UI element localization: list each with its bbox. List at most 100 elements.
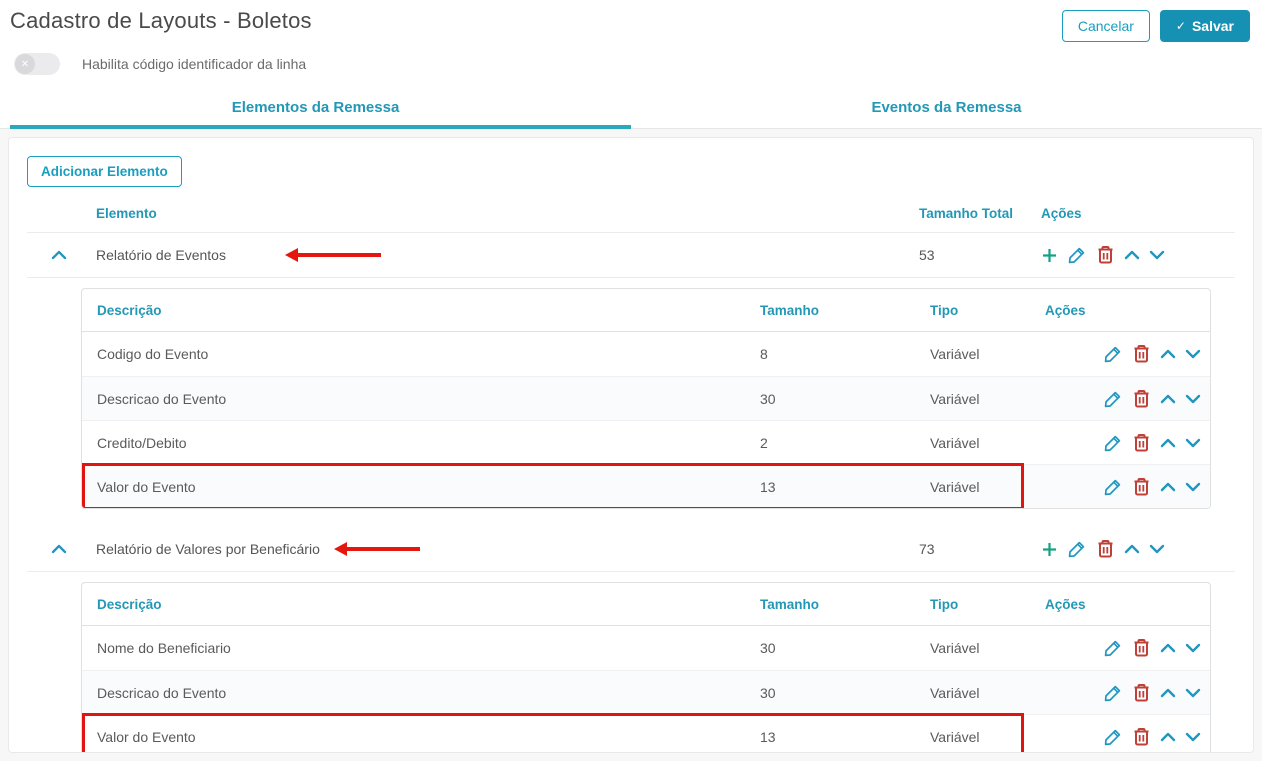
trash-icon[interactable] bbox=[1096, 245, 1115, 265]
chevron-down-icon[interactable] bbox=[1185, 688, 1201, 698]
table-row: Valor do Evento 13 Variável bbox=[82, 713, 1210, 752]
chevron-down-icon[interactable] bbox=[1185, 732, 1201, 742]
col-header-acoes: Ações bbox=[1045, 596, 1086, 612]
chevron-down-icon[interactable] bbox=[1185, 394, 1201, 404]
trash-icon[interactable] bbox=[1132, 389, 1151, 409]
chevron-up-icon[interactable] bbox=[1160, 438, 1176, 448]
chevron-up-icon[interactable] bbox=[1160, 349, 1176, 359]
top-bar: Cadastro de Layouts - Boletos Cancelar ✓… bbox=[0, 0, 1262, 42]
group-name: Relatório de Valores por Beneficário bbox=[96, 541, 320, 557]
trash-icon[interactable] bbox=[1132, 727, 1151, 747]
row-actions bbox=[1045, 727, 1210, 747]
item-tipo: Variável bbox=[930, 390, 980, 407]
item-descricao: Credito/Debito bbox=[97, 434, 187, 451]
col-header-tipo: Tipo bbox=[930, 302, 959, 318]
item-tipo: Variável bbox=[930, 684, 980, 701]
nested-table-relatorio-de-eventos: Descrição Tamanho Tipo Ações Codigo do E… bbox=[81, 288, 1211, 509]
pencil-icon[interactable] bbox=[1103, 477, 1123, 497]
col-header-tipo: Tipo bbox=[930, 596, 959, 612]
item-descricao: Valor do Evento bbox=[97, 478, 196, 495]
row-actions bbox=[1045, 477, 1210, 497]
collapse-chevron-up-icon[interactable] bbox=[51, 544, 67, 555]
plus-icon[interactable] bbox=[1041, 247, 1058, 264]
group-tamanho-total: 53 bbox=[919, 247, 935, 263]
group-row-relatorio-de-eventos: Relatório de Eventos 53 bbox=[27, 233, 1235, 278]
pencil-icon[interactable] bbox=[1067, 245, 1087, 265]
pencil-icon[interactable] bbox=[1103, 344, 1123, 364]
chevron-up-icon[interactable] bbox=[1160, 394, 1176, 404]
trash-icon[interactable] bbox=[1096, 539, 1115, 559]
pencil-icon[interactable] bbox=[1103, 683, 1123, 703]
item-tamanho: 30 bbox=[760, 684, 776, 701]
row-actions bbox=[1045, 683, 1210, 703]
item-tamanho: 30 bbox=[760, 390, 776, 407]
toggle-row: ✕ Habilita código identificador da linha bbox=[14, 53, 1262, 75]
chevron-up-icon[interactable] bbox=[1160, 482, 1176, 492]
item-tamanho: 13 bbox=[760, 478, 776, 495]
toggle-off-icon: ✕ bbox=[15, 54, 35, 74]
trash-icon[interactable] bbox=[1132, 433, 1151, 453]
table-row: Descricao do Evento 30 Variável bbox=[82, 376, 1210, 420]
item-tamanho: 13 bbox=[760, 728, 776, 745]
pencil-icon[interactable] bbox=[1103, 638, 1123, 658]
row-actions bbox=[1045, 433, 1210, 453]
trash-icon[interactable] bbox=[1132, 683, 1151, 703]
tab-elementos-da-remessa[interactable]: Elementos da Remessa bbox=[0, 90, 631, 129]
trash-icon[interactable] bbox=[1132, 477, 1151, 497]
chevron-up-icon[interactable] bbox=[1160, 688, 1176, 698]
col-header-tamanho: Tamanho bbox=[760, 302, 820, 318]
pencil-icon[interactable] bbox=[1103, 433, 1123, 453]
collapse-chevron-up-icon[interactable] bbox=[51, 250, 67, 261]
check-icon: ✓ bbox=[1175, 19, 1186, 33]
red-arrow-left-icon bbox=[334, 542, 420, 556]
plus-icon[interactable] bbox=[1041, 541, 1058, 558]
group-name: Relatório de Eventos bbox=[96, 247, 226, 263]
tab-eventos-da-remessa[interactable]: Eventos da Remessa bbox=[871, 99, 1022, 116]
chevron-up-icon[interactable] bbox=[1160, 643, 1176, 653]
chevron-up-icon[interactable] bbox=[1124, 250, 1140, 260]
item-descricao: Descricao do Evento bbox=[97, 684, 227, 701]
trash-icon[interactable] bbox=[1132, 638, 1151, 658]
item-tipo: Variável bbox=[930, 346, 980, 362]
elements-panel: Adicionar Elemento Elemento Tamanho Tota… bbox=[8, 137, 1254, 753]
cancel-button[interactable]: Cancelar bbox=[1061, 10, 1150, 42]
item-descricao: Valor do Evento bbox=[97, 728, 196, 745]
add-element-button[interactable]: Adicionar Elemento bbox=[27, 156, 182, 187]
pencil-icon[interactable] bbox=[1103, 389, 1123, 409]
col-header-descricao: Descrição bbox=[97, 302, 162, 318]
chevron-down-icon[interactable] bbox=[1149, 250, 1165, 260]
col-header-tamanho: Tamanho bbox=[760, 596, 820, 612]
group-row-relatorio-de-valores: Relatório de Valores por Beneficário 73 bbox=[27, 527, 1235, 572]
pencil-icon[interactable] bbox=[1103, 727, 1123, 747]
group-actions bbox=[1041, 245, 1235, 265]
top-actions: Cancelar ✓ Salvar bbox=[1061, 10, 1250, 42]
chevron-up-icon[interactable] bbox=[1124, 544, 1140, 554]
item-tamanho: 8 bbox=[760, 346, 768, 362]
chevron-down-icon[interactable] bbox=[1185, 643, 1201, 653]
item-tipo: Variável bbox=[930, 434, 980, 451]
pencil-icon[interactable] bbox=[1067, 539, 1087, 559]
row-actions bbox=[1045, 389, 1210, 409]
line-identifier-toggle[interactable]: ✕ bbox=[14, 53, 60, 75]
group-tamanho-total: 73 bbox=[919, 541, 935, 557]
content-background: Adicionar Elemento Elemento Tamanho Tota… bbox=[0, 129, 1262, 761]
col-header-elemento: Elemento bbox=[96, 206, 157, 221]
chevron-down-icon[interactable] bbox=[1185, 438, 1201, 448]
item-tipo: Variável bbox=[930, 478, 980, 495]
chevron-down-icon[interactable] bbox=[1185, 349, 1201, 359]
trash-icon[interactable] bbox=[1132, 344, 1151, 364]
chevron-up-icon[interactable] bbox=[1160, 732, 1176, 742]
group-actions bbox=[1041, 539, 1235, 559]
chevron-down-icon[interactable] bbox=[1185, 482, 1201, 492]
table-row: Valor do Evento 13 Variável bbox=[82, 463, 1210, 508]
save-button-label: Salvar bbox=[1191, 18, 1234, 34]
chevron-down-icon[interactable] bbox=[1149, 544, 1165, 554]
outer-table-header: Elemento Tamanho Total Ações bbox=[27, 187, 1235, 233]
nested-table-header: Descrição Tamanho Tipo Ações bbox=[82, 289, 1210, 332]
col-header-tamanho-total: Tamanho Total bbox=[919, 206, 1013, 221]
save-button[interactable]: ✓ Salvar bbox=[1159, 10, 1250, 42]
item-tipo: Variável bbox=[930, 728, 980, 745]
item-descricao: Codigo do Evento bbox=[97, 346, 209, 362]
col-header-acoes: Ações bbox=[1045, 302, 1086, 318]
page-title: Cadastro de Layouts - Boletos bbox=[10, 8, 312, 33]
